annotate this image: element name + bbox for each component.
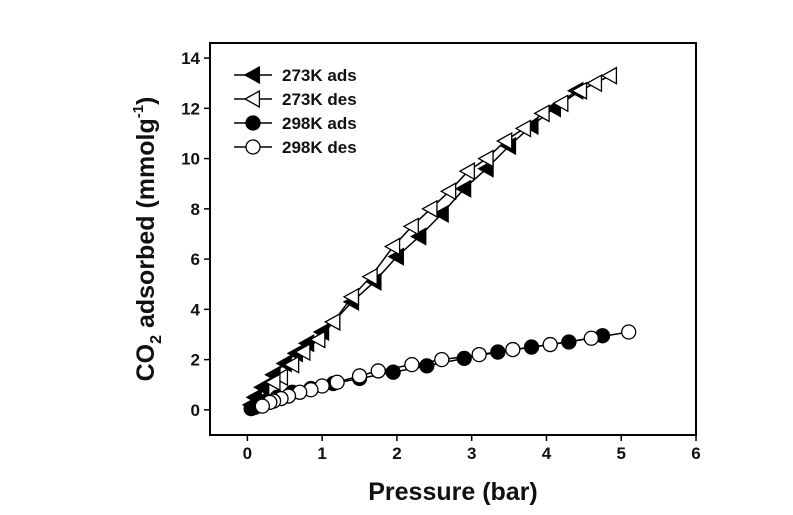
y-axis-title-superscript: -1 <box>130 105 147 118</box>
data-point <box>421 199 438 218</box>
data-point <box>402 217 419 236</box>
data-point <box>439 182 457 201</box>
legend-label: 273K ads <box>282 66 357 85</box>
data-point <box>404 356 420 373</box>
data-point <box>600 66 618 85</box>
legend-marker <box>245 139 261 155</box>
data-point <box>542 336 558 353</box>
data-point <box>456 350 472 367</box>
data-point <box>477 149 494 168</box>
data-point <box>552 94 569 113</box>
y-axis-title: CO2 adsorbed (mmolg-1) <box>130 97 165 382</box>
y-tick-label: 8 <box>191 200 200 219</box>
x-axis-ticks: 0 1 2 3 4 5 6 <box>243 435 701 463</box>
plot-frame <box>209 42 697 436</box>
data-point <box>254 398 270 414</box>
data-point <box>434 351 450 368</box>
legend-marker <box>243 89 261 109</box>
data-point <box>294 342 311 362</box>
data-point <box>454 179 472 198</box>
data-point <box>505 341 521 358</box>
x-axis-title: Pressure (bar) <box>368 478 538 506</box>
y-tick-label: 2 <box>191 351 200 370</box>
data-point <box>621 324 637 340</box>
data-point <box>329 374 345 390</box>
data-point <box>432 204 449 223</box>
data-point <box>585 74 603 93</box>
legend-label: 298K des <box>282 138 357 157</box>
legend-label: 298K ads <box>282 114 357 133</box>
x-tick-label: 6 <box>691 444 700 463</box>
data-point <box>253 378 270 397</box>
legend-label: 273K des <box>282 90 357 109</box>
y-tick-label: 4 <box>191 300 201 319</box>
y-axis-ticks: 0 2 4 6 8 10 12 14 <box>181 49 210 420</box>
data-point <box>523 339 540 355</box>
data-point <box>324 312 341 332</box>
x-tick-label: 4 <box>542 444 552 463</box>
x-tick-label: 1 <box>317 444 326 463</box>
data-point <box>458 162 476 181</box>
x-tick-label: 3 <box>467 444 476 463</box>
data-point <box>419 358 435 374</box>
legend: 273K ads 273K des 298K ads 298K des <box>234 65 357 157</box>
data-point <box>490 344 506 360</box>
legend-marker <box>245 115 261 131</box>
data-point <box>471 346 487 363</box>
x-tick-label: 0 <box>243 444 252 463</box>
y-axis-title-subscript: 2 <box>148 335 165 344</box>
y-tick-label: 14 <box>181 49 200 68</box>
data-point <box>282 355 300 374</box>
data-point <box>383 237 401 256</box>
series-markers <box>241 66 637 417</box>
data-point <box>496 131 513 151</box>
y-axis-title-close: ) <box>132 97 160 105</box>
y-axis-title-main: CO <box>132 344 160 382</box>
data-point <box>351 368 368 384</box>
data-point <box>309 330 326 349</box>
y-tick-label: 10 <box>181 150 200 169</box>
data-point <box>361 267 378 286</box>
y-tick-label: 0 <box>191 401 200 420</box>
legend-marker <box>243 65 261 85</box>
data-point <box>514 119 532 138</box>
y-tick-label: 6 <box>191 250 200 269</box>
y-tick-label: 12 <box>181 99 200 118</box>
data-point <box>583 330 599 346</box>
data-point <box>385 364 401 380</box>
data-point <box>561 334 577 350</box>
x-tick-label: 5 <box>616 444 625 463</box>
data-point <box>342 287 360 306</box>
x-tick-label: 2 <box>392 444 401 463</box>
data-point <box>570 81 588 100</box>
y-axis-title-rest: adsorbed (mmolg <box>132 118 160 335</box>
data-point <box>370 363 386 379</box>
data-point <box>264 373 281 392</box>
data-point <box>533 104 550 123</box>
